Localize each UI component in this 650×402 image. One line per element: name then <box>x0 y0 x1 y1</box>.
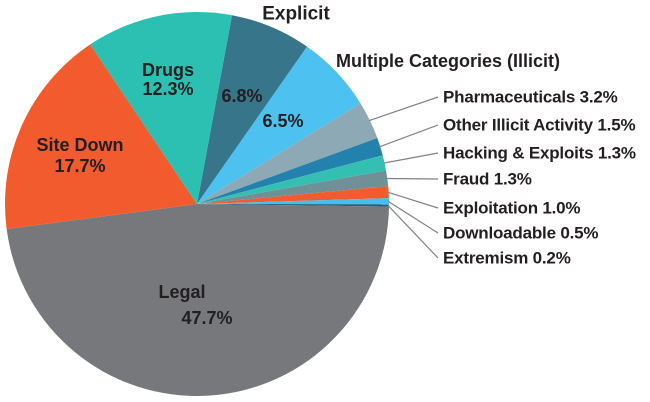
pie-slice-drugs <box>90 12 232 204</box>
leader-line-exploitation <box>387 191 439 209</box>
pie-slice-other-illicit-activity <box>197 138 383 204</box>
pie-slice-explicit <box>197 15 308 204</box>
pie-slices <box>4 12 390 397</box>
leader-line-other-illicit-activity <box>379 124 439 148</box>
leader-line-pharmaceuticals <box>368 96 439 122</box>
pie-slice-extremism <box>197 204 389 207</box>
leader-line-fraud <box>386 177 439 180</box>
pie-slice-exploitation <box>197 186 389 204</box>
pie-slice-site-down <box>4 44 198 230</box>
leader-line-downloadable <box>387 200 439 234</box>
leader-lines <box>368 96 439 259</box>
pie-slice-legal <box>6 204 389 397</box>
leader-line-hacking-exploits <box>383 152 439 164</box>
leader-line-extremism <box>387 204 439 259</box>
pie-slice-downloadable <box>197 198 390 205</box>
pie-slice-hacking-exploits <box>197 155 387 204</box>
pie-slice-fraud <box>197 170 389 204</box>
pie-slice-multiple-categories <box>197 46 361 205</box>
pie-slice-pharmaceuticals <box>197 103 378 204</box>
